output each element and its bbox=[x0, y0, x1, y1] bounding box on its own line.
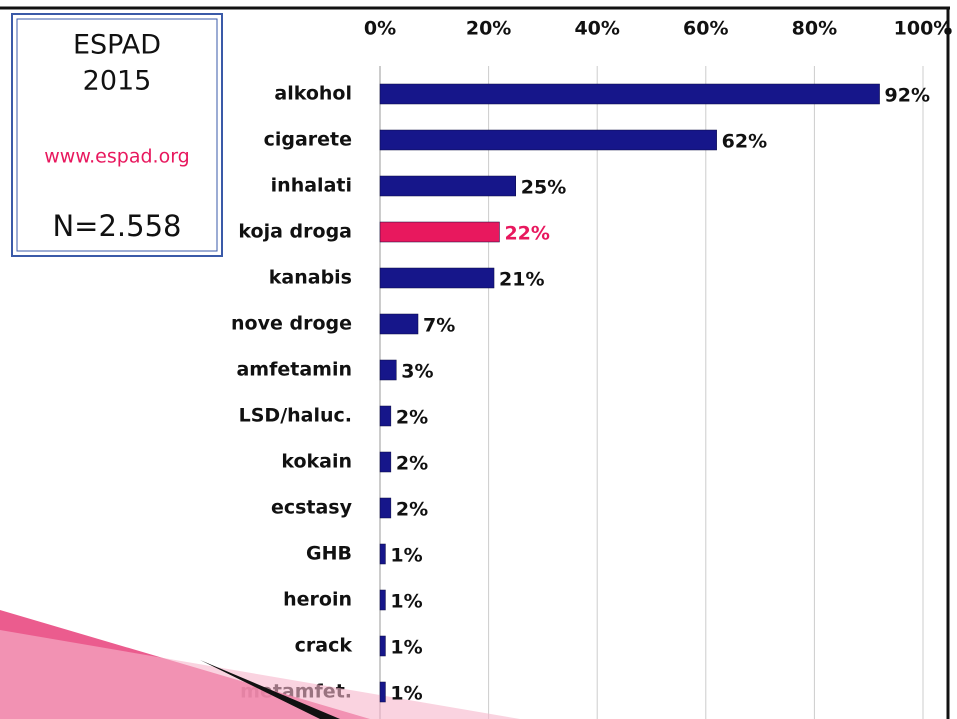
value-label: 22% bbox=[504, 223, 549, 245]
value-label: 3% bbox=[401, 361, 433, 383]
value-label: 2% bbox=[396, 407, 428, 429]
bar bbox=[379, 589, 386, 611]
info-box-inner bbox=[16, 18, 218, 252]
y-tick-label: alkohol bbox=[274, 83, 352, 105]
value-label: 25% bbox=[521, 177, 566, 199]
bar bbox=[379, 267, 495, 289]
bar bbox=[379, 497, 392, 519]
value-label: 92% bbox=[885, 85, 930, 107]
bar bbox=[379, 129, 717, 151]
bar bbox=[379, 359, 397, 381]
x-tick-label: 0% bbox=[364, 18, 396, 40]
value-label: 1% bbox=[390, 637, 422, 659]
y-tick-label: crack bbox=[295, 635, 353, 657]
y-tick-label: kanabis bbox=[269, 267, 352, 289]
x-tick-label: 100% bbox=[894, 18, 953, 40]
y-tick-label: koja droga bbox=[238, 221, 352, 243]
box-title: ESPAD bbox=[73, 30, 161, 61]
value-label: 21% bbox=[499, 269, 544, 291]
x-tick-label: 60% bbox=[683, 18, 728, 40]
box-n: N=2.558 bbox=[52, 209, 181, 243]
info-box bbox=[11, 13, 223, 257]
bar bbox=[379, 221, 500, 243]
value-label: 2% bbox=[396, 499, 428, 521]
value-label: 1% bbox=[390, 545, 422, 567]
value-label: 1% bbox=[390, 683, 422, 705]
bar bbox=[379, 175, 516, 197]
y-tick-label: cigarete bbox=[264, 129, 352, 151]
decor-dark bbox=[200, 660, 340, 719]
value-label: 7% bbox=[423, 315, 455, 337]
bar bbox=[379, 635, 386, 657]
bar bbox=[379, 313, 419, 335]
bar bbox=[379, 405, 392, 427]
y-tick-label: heroin bbox=[283, 589, 352, 611]
y-tick-label: ecstasy bbox=[271, 497, 353, 519]
y-tick-label: inhalati bbox=[271, 175, 352, 197]
y-tick-label: GHB bbox=[306, 543, 352, 565]
bar bbox=[379, 83, 880, 105]
y-tick-label: amfetamin bbox=[236, 359, 352, 381]
x-tick-label: 40% bbox=[574, 18, 619, 40]
y-tick-label: LSD/haluc. bbox=[239, 405, 352, 427]
value-label: 2% bbox=[396, 453, 428, 475]
decor-light bbox=[0, 630, 520, 719]
x-tick-label: 20% bbox=[466, 18, 511, 40]
x-tick-label: 80% bbox=[792, 18, 837, 40]
value-label: 1% bbox=[390, 591, 422, 613]
bar bbox=[379, 543, 386, 565]
value-label: 62% bbox=[722, 131, 767, 153]
bar bbox=[379, 681, 386, 703]
y-tick-label: nove droge bbox=[231, 313, 352, 335]
bar bbox=[379, 451, 392, 473]
y-tick-label: kokain bbox=[281, 451, 352, 473]
box-url: www.espad.org bbox=[44, 146, 189, 168]
box-year: 2015 bbox=[83, 66, 152, 97]
